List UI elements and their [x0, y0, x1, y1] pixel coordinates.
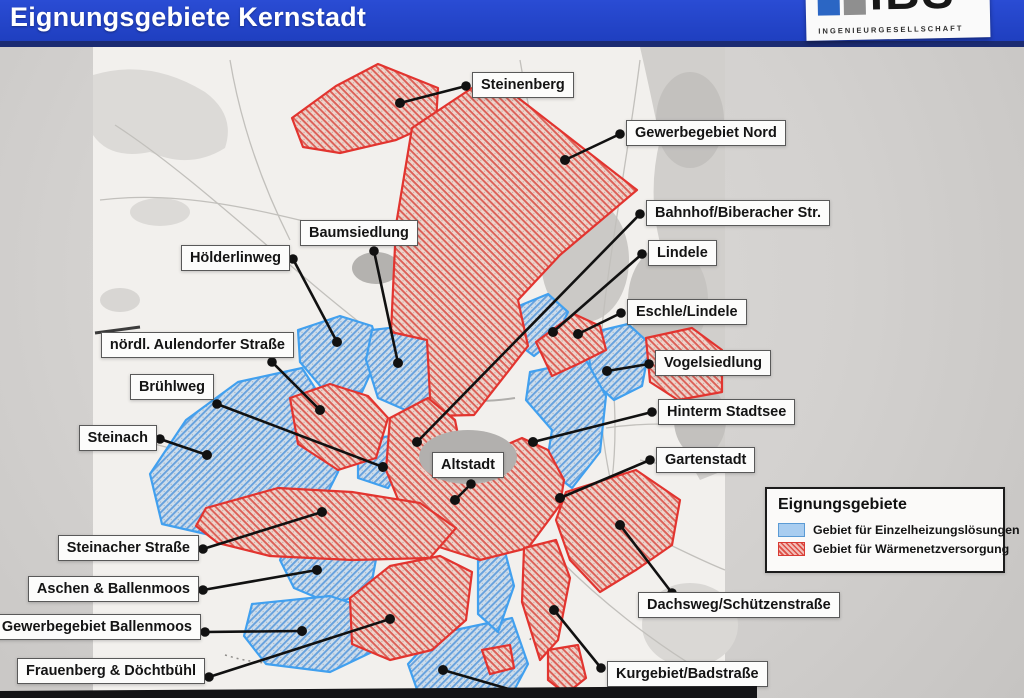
map-label-bahnhof-biberacher-str: Bahnhof/Biberacher Str.: [646, 200, 830, 226]
map-label-kurgebiet-badstrasse: Kurgebiet/Badstraße: [607, 661, 768, 687]
map-label-vogelsiedlung: Vogelsiedlung: [655, 350, 772, 376]
legend-title: Eignungsgebiete: [778, 496, 907, 513]
map-label-gartenstadt: Gartenstadt: [656, 447, 756, 473]
logo-gray-square: [843, 0, 866, 16]
map-legend: Eignungsgebiete Gebiet für Einzelheizung…: [765, 487, 1020, 573]
map-label-hoelderlinweg: Hölderlinweg: [180, 245, 290, 271]
map-label-hinterm-stadtsee: Hinterm Stadtsee: [658, 399, 796, 425]
area-blue-gewerbegebiet-ballenmoos: [242, 594, 380, 674]
map-label-dachsweg-schuetzenstrasse: Dachsweg/Schützenstraße: [638, 592, 840, 618]
page-title: Eignungsgebiete Kernstadt: [10, 2, 367, 32]
logo-blue-square: [817, 0, 840, 16]
label-connectors: [159, 84, 674, 698]
map-label-aschen-ballenmoos: Aschen & Ballenmoos: [27, 576, 199, 602]
map-label-steinach: Steinach: [78, 425, 157, 451]
legend-label: Gebiet für Wärmenetzversorgung: [813, 542, 1010, 556]
legend-item-waermenetz: Gebiet für Wärmenetzversorgung: [778, 542, 1009, 556]
header-underline: [0, 41, 1024, 47]
logo-subtitle: INGENIEURGESELLSCHAFT: [818, 23, 964, 36]
map-label-frauenberg-doechtbuehl: Frauenberg & Döchtbühl: [17, 658, 205, 684]
map-label-altstadt: Altstadt: [432, 452, 504, 478]
legend-item-einzelheizung: Gebiet für Einzelheizungslösungen: [778, 523, 1020, 537]
red-areas: [194, 62, 724, 696]
company-logo: IBS INGENIEURGESELLSCHAFT: [805, 0, 991, 41]
map-label-steinenberg: Steinenberg: [472, 72, 574, 98]
legend-swatch-blue: [778, 523, 805, 537]
area-red-frauenberg-sued: [348, 554, 474, 662]
map-label-bruehlweg: Brühlweg: [129, 374, 214, 400]
area-red-klein-sued-ost: [546, 643, 588, 696]
map-label-gewerbegebiet-nord: Gewerbegebiet Nord: [626, 120, 786, 146]
legend-label: Gebiet für Einzelheizungslösungen: [813, 523, 1020, 537]
area-red-dachsweg: [554, 468, 682, 594]
area-red-klein-sued: [480, 643, 516, 676]
map-label-baumsiedlung: Baumsiedlung: [300, 220, 418, 246]
connector-dots: [155, 81, 677, 682]
map-label-noerdl-aulendorfer: nördl. Aulendorfer Straße: [100, 332, 294, 358]
legend-swatch-red: [778, 542, 805, 556]
map-label-steinacher-strasse: Steinacher Straße: [57, 535, 199, 561]
logo-wordmark: IBS: [869, 0, 956, 21]
map-label-gewerbegebiet-ballenmoos: Gewerbegebiet Ballenmoos: [0, 614, 201, 640]
area-blue-hinterm-stadtsee: [524, 358, 608, 490]
area-red-gewerbegebiet-nord: [389, 74, 639, 418]
map-label-eschle-lindele: Eschle/Lindele: [627, 299, 747, 325]
area-red-kurgebiet-strip: [520, 538, 572, 662]
map-label-lindele: Lindele: [648, 240, 717, 266]
